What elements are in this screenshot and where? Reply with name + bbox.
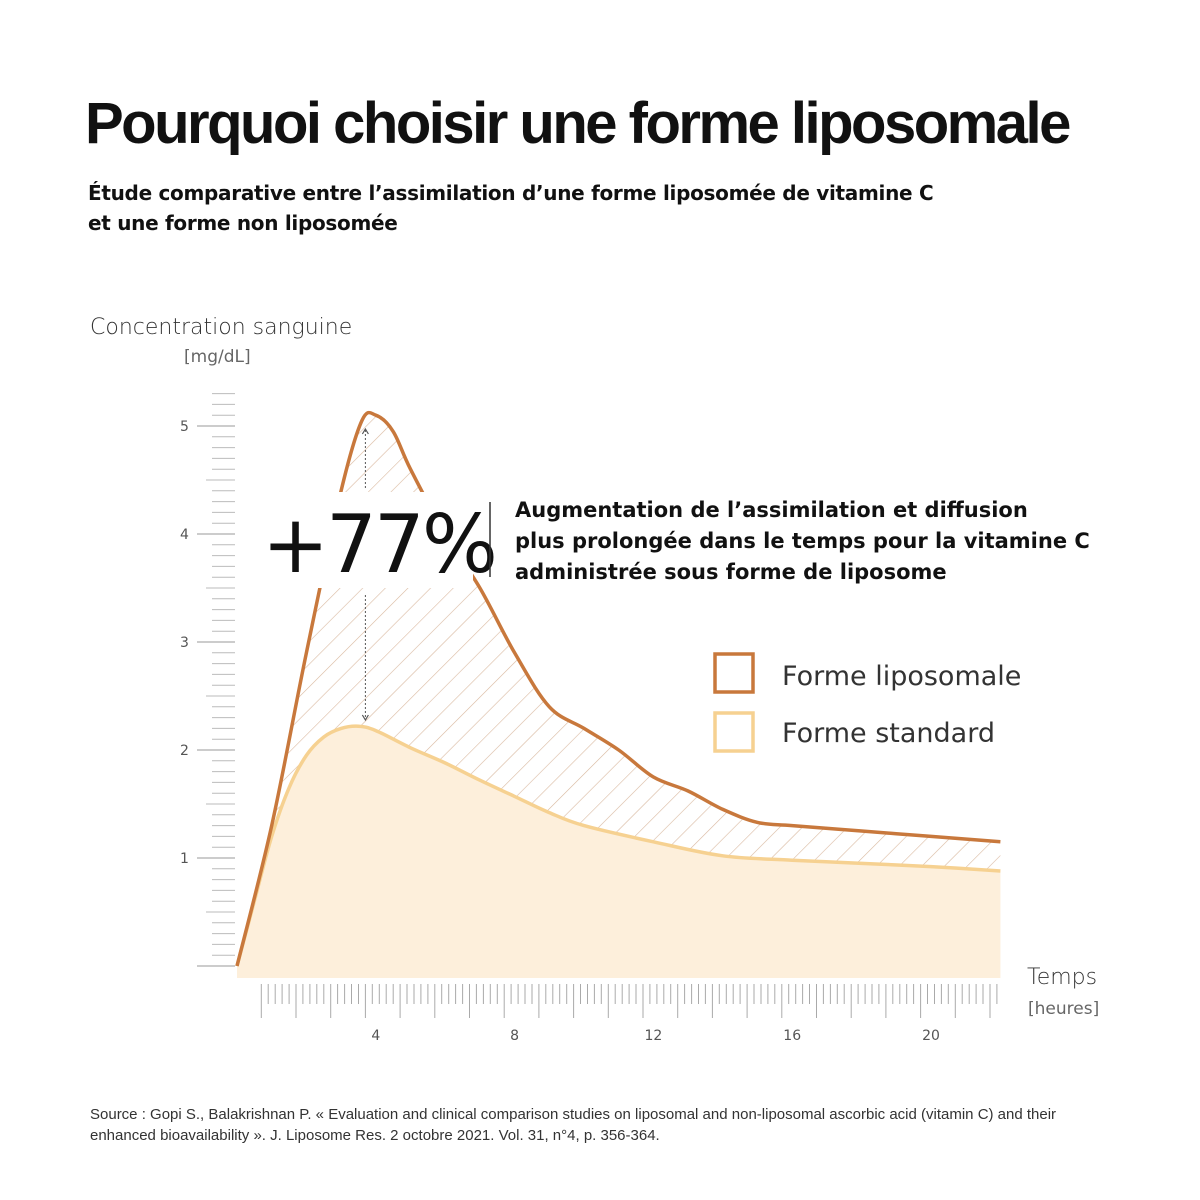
x-tick-label: 12 [644, 1028, 662, 1044]
y-tick-label: 3 [180, 635, 189, 651]
y-tick-labels: 1 2 3 4 5 [180, 419, 189, 867]
y-tick-label: 4 [180, 527, 189, 543]
y-axis-title: Concentration sanguine [90, 315, 352, 340]
x-tick-label: 8 [510, 1028, 519, 1044]
x-tick-labels: 4 8 12 16 20 [371, 1028, 940, 1044]
subtitle-line-2: et une forme non liposomée [88, 211, 398, 235]
y-axis-unit: [mg/dL] [184, 347, 251, 367]
x-tick-label: 20 [922, 1028, 940, 1044]
legend-label-liposomal: Forme liposomale [782, 661, 1021, 692]
percent-increase: +77% [262, 498, 495, 591]
page-subtitle: Étude comparative entre l’assimilation d… [88, 178, 1068, 238]
legend-swatch-liposomal [713, 652, 755, 694]
annotation-line-3: administrée sous forme de liposome [515, 560, 947, 584]
page-title: Pourquoi choisir une forme liposomale [85, 91, 1071, 156]
x-axis-title: Temps [1027, 965, 1097, 990]
y-tick-label: 1 [180, 851, 189, 867]
x-tick-label: 16 [783, 1028, 801, 1044]
y-tick-label: 2 [180, 743, 189, 759]
source-citation: Source : Gopi S., Balakrishnan P. « Eval… [90, 1106, 1057, 1144]
legend-swatch-standard [713, 711, 755, 753]
x-tick-label: 4 [371, 1028, 380, 1044]
arrow-head-down [361, 714, 369, 722]
concentration-chart: Concentration sanguine [mg/dL] Temps [he… [90, 315, 1099, 1044]
arrow-head-up [361, 427, 369, 435]
standard-series-area [237, 726, 1001, 978]
y-axis-ruler [197, 393, 235, 967]
y-tick-label: 5 [180, 419, 189, 435]
subtitle-line-1: Étude comparative entre l’assimilation d… [88, 181, 934, 205]
standard-series-line [235, 724, 1001, 967]
percent-backdrop [258, 492, 473, 588]
legend-label-standard: Forme standard [782, 718, 995, 749]
annotation-line-1: Augmentation de l’assimilation et diffus… [515, 498, 1028, 522]
x-axis-ruler [260, 984, 998, 1018]
difference-arrow [361, 427, 369, 722]
annotation-line-2: plus prolongée dans le temps pour la vit… [515, 529, 1090, 553]
x-axis-unit: [heures] [1028, 999, 1099, 1019]
